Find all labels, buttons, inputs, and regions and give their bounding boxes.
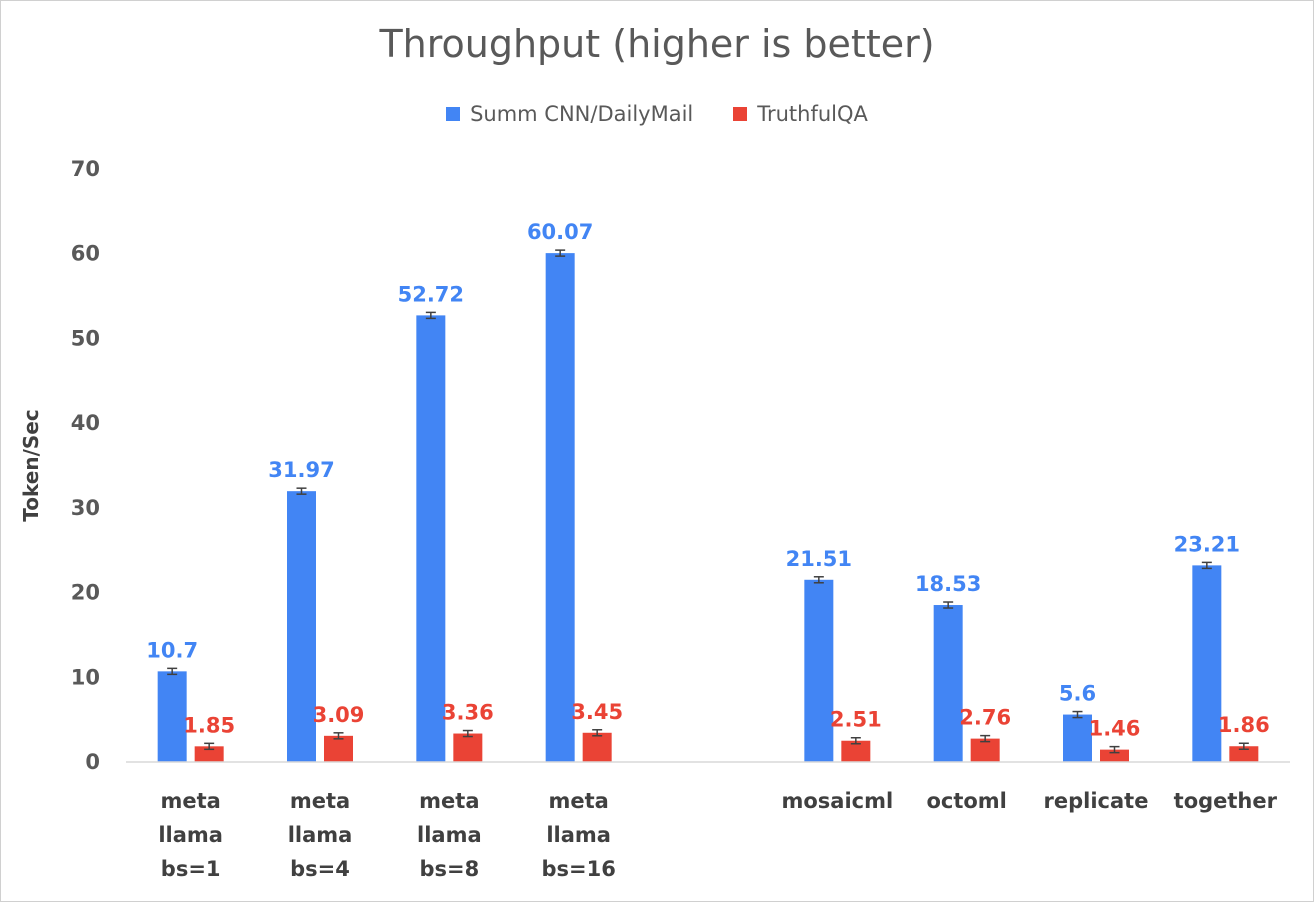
y-tick-label: 20 [71,581,100,605]
data-label-series-0-cat-1: 31.97 [268,458,334,482]
x-tick-label: replicate [1044,789,1149,813]
legend-swatch-series-1 [733,107,748,121]
data-label-series-0-cat-0: 10.7 [146,638,198,662]
legend: Summ CNN/DailyMail TruthfulQA [0,102,1314,126]
data-label-series-0-cat-8: 23.21 [1174,532,1240,556]
x-tick-label: meta [290,789,350,813]
data-label-series-0-cat-6: 18.53 [915,572,981,596]
legend-label-series-0: Summ CNN/DailyMail [470,102,694,126]
y-tick-label: 0 [85,750,100,774]
legend-item-series-1: TruthfulQA [733,102,868,126]
bar-series-1-cat-5 [841,740,871,762]
bar-series-1-cat-0 [194,746,224,762]
x-tick-label: meta [419,789,479,813]
data-label-series-0-cat-3: 60.07 [527,220,593,244]
x-tick-label: llama [546,823,611,847]
legend-item-series-0: Summ CNN/DailyMail [446,102,693,126]
x-tick-label: meta [548,789,608,813]
y-tick-label: 60 [71,242,100,266]
y-tick-label: 10 [71,665,100,689]
bar-series-0-cat-7 [1063,714,1092,762]
x-tick-label: together [1174,789,1278,813]
y-axis-label: Token/Sec [19,409,43,521]
bar-series-0-cat-5 [804,579,834,762]
bar-series-0-cat-2 [416,315,446,762]
data-label-series-0-cat-5: 21.51 [786,547,852,571]
data-label-series-1-cat-0: 1.85 [183,713,235,737]
bar-series-1-cat-3 [582,732,612,762]
legend-swatch-series-0 [446,107,461,121]
bar-series-1-cat-7 [1100,749,1129,762]
y-tick-label: 40 [71,411,100,435]
data-label-series-1-cat-2: 3.36 [442,701,494,725]
x-tick-label: bs=8 [419,857,479,881]
bar-series-1-cat-8 [1229,746,1259,762]
bar-series-1-cat-6 [970,738,1000,762]
data-label-series-1-cat-6: 2.76 [959,706,1011,730]
bar-series-1-cat-2 [453,733,483,762]
chart-title: Throughput (higher is better) [379,22,935,66]
data-label-series-0-cat-7: 5.6 [1059,682,1096,706]
legend-label-series-1: TruthfulQA [757,102,868,126]
x-tick-label: llama [288,823,353,847]
bar-series-0-cat-1 [287,491,316,762]
y-tick-label: 50 [71,326,100,350]
x-tick-label: meta [160,789,220,813]
bar-series-0-cat-6 [933,605,963,762]
x-tick-label: bs=16 [541,857,615,881]
x-tick-label: mosaicml [781,789,893,813]
y-tick-label: 30 [71,496,100,520]
data-label-series-1-cat-5: 2.51 [830,708,882,732]
x-tick-label: bs=4 [290,857,350,881]
data-label-series-1-cat-8: 1.86 [1218,713,1270,737]
data-label-series-1-cat-1: 3.09 [313,703,365,727]
bar-series-0-cat-3 [545,253,575,763]
bar-series-1-cat-1 [324,735,353,762]
bar-series-0-cat-0 [157,671,187,762]
bar-series-0-cat-8 [1192,565,1222,762]
x-tick-label: bs=1 [161,857,221,881]
x-tick-label: llama [417,823,482,847]
data-label-series-1-cat-7: 1.46 [1089,717,1141,741]
x-tick-label: octoml [926,789,1006,813]
y-tick-label: 70 [71,157,100,181]
data-label-series-0-cat-2: 52.72 [398,282,464,306]
x-tick-label: llama [158,823,223,847]
data-label-series-1-cat-3: 3.45 [571,700,623,724]
